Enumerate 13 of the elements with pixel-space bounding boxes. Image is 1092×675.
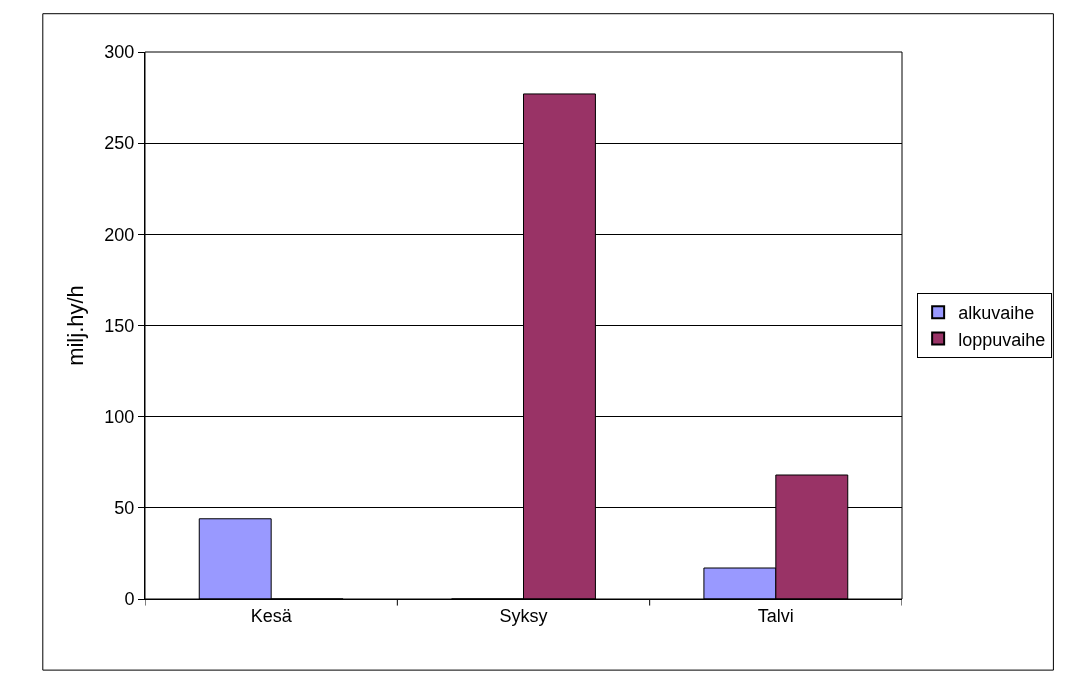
y-tick-label: 0 [124,589,135,610]
y-tick-label: 100 [104,406,135,427]
x-tick-label: Kesä [250,605,293,626]
legend-label: alkuvaihe [958,303,1035,324]
y-tick-label: 300 [104,42,135,63]
y-tick-label: 50 [114,498,135,519]
y-axis-title: milj.hy/h [63,285,89,366]
y-tick-label: 250 [104,133,135,154]
x-tick-label: Talvi [757,605,794,626]
legend-label: loppuvaihe [958,329,1046,350]
y-tick-label: 200 [104,224,135,245]
x-tick-label: Syksy [499,605,548,626]
y-tick-label: 150 [104,315,135,336]
